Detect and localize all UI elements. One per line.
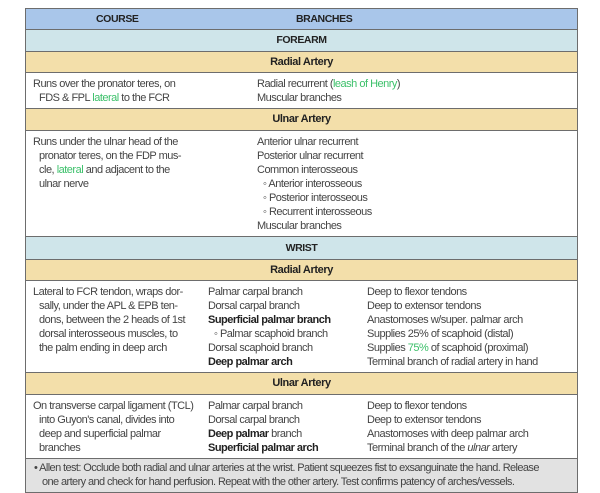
forearm-ulnar-title: Ulnar Artery [26,109,577,131]
bullet-icon: ◦ [263,206,269,218]
course-cell: On transverse carpal ligament (TCL) into… [33,400,194,454]
table-header: COURSE BRANCHES [26,9,577,30]
wrist-radial-row: Lateral to FCR tendon, wraps dor- sally,… [26,281,577,373]
bullet-icon: ◦ [263,192,269,204]
wrist-radial-title: Radial Artery [26,260,577,281]
wrist-ulnar-title: Ulnar Artery [26,373,577,395]
bullet-icon: ◦ [263,178,269,190]
bullet-icon: • [34,462,38,474]
forearm-radial-row: Runs over the pronator teres, on FDS & F… [26,73,577,109]
forearm-ulnar-row: Runs under the ulnar head of the pronato… [26,131,577,237]
forearm-radial-title: Radial Artery [26,52,577,73]
branches-cell: Palmar carpal branch Dorsal carpal branc… [208,286,331,368]
bullet-icon: ◦ [214,328,220,340]
branches-cell: Palmar carpal branch Dorsal carpal branc… [208,400,319,454]
branches-header: BRANCHES [296,13,353,25]
branches-cell: Anterior ulnar recurrent Posterior ulnar… [257,136,372,232]
course-cell: Runs over the pronator teres, on FDS & F… [33,78,176,104]
course-header: COURSE [96,13,139,25]
notes-cell: Deep to flexor tendons Deep to extensor … [367,286,538,368]
wrist-ulnar-row: On transverse carpal ligament (TCL) into… [26,395,577,459]
course-cell: Lateral to FCR tendon, wraps dor- sally,… [33,286,186,354]
branches-cell: Radial recurrent (leash of Henry) Muscul… [257,78,401,104]
arteries-table: COURSE BRANCHES FOREARM Radial Artery Ru… [25,8,578,493]
section-forearm: FOREARM [26,30,577,52]
allen-test-note: • Allen test: Occlude both radial and ul… [26,459,577,492]
course-cell: Runs under the ulnar head of the pronato… [33,136,182,190]
notes-cell: Deep to flexor tendons Deep to extensor … [367,400,529,454]
section-wrist: WRIST [26,237,577,260]
